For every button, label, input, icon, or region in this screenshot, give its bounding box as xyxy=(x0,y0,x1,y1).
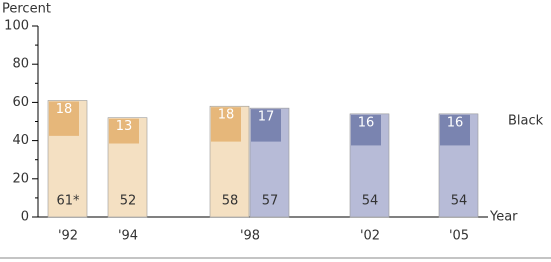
gap-box xyxy=(211,107,241,142)
y-axis-label: Percent xyxy=(2,2,51,17)
x-tick-label: '94 xyxy=(118,229,138,244)
gap-label: 16 xyxy=(447,115,464,130)
value-label: 52 xyxy=(120,194,137,209)
gap-label: 18 xyxy=(56,102,73,117)
gap-label: 16 xyxy=(358,115,375,130)
x-tick-label: '98 xyxy=(240,229,260,244)
value-label: 54 xyxy=(451,194,468,209)
x-tick-label: '05 xyxy=(449,229,469,244)
value-label: 57 xyxy=(262,194,279,209)
value-label: 58 xyxy=(222,194,239,209)
gap-box xyxy=(351,114,381,146)
x-tick-label: '92 xyxy=(58,229,78,244)
gap-label: 17 xyxy=(258,110,275,125)
gap-box xyxy=(440,114,470,146)
value-label: 54 xyxy=(362,194,379,209)
y-tick-label: 40 xyxy=(12,133,29,148)
y-tick-label: 80 xyxy=(12,57,29,72)
y-tick-label: 20 xyxy=(12,171,29,186)
y-tick-label: 60 xyxy=(12,95,29,110)
x-axis-label: Year xyxy=(489,210,518,225)
gap-box xyxy=(251,109,281,142)
gap-box xyxy=(109,118,139,144)
annotation: Black xyxy=(508,114,544,129)
y-tick-label: 0 xyxy=(21,210,29,225)
value-label: 61* xyxy=(56,194,80,209)
gap-label: 13 xyxy=(116,119,133,134)
y-tick-label: 100 xyxy=(4,19,29,34)
gap-label: 18 xyxy=(218,108,235,123)
x-tick-label: '02 xyxy=(360,229,380,244)
gap-box xyxy=(49,101,79,136)
